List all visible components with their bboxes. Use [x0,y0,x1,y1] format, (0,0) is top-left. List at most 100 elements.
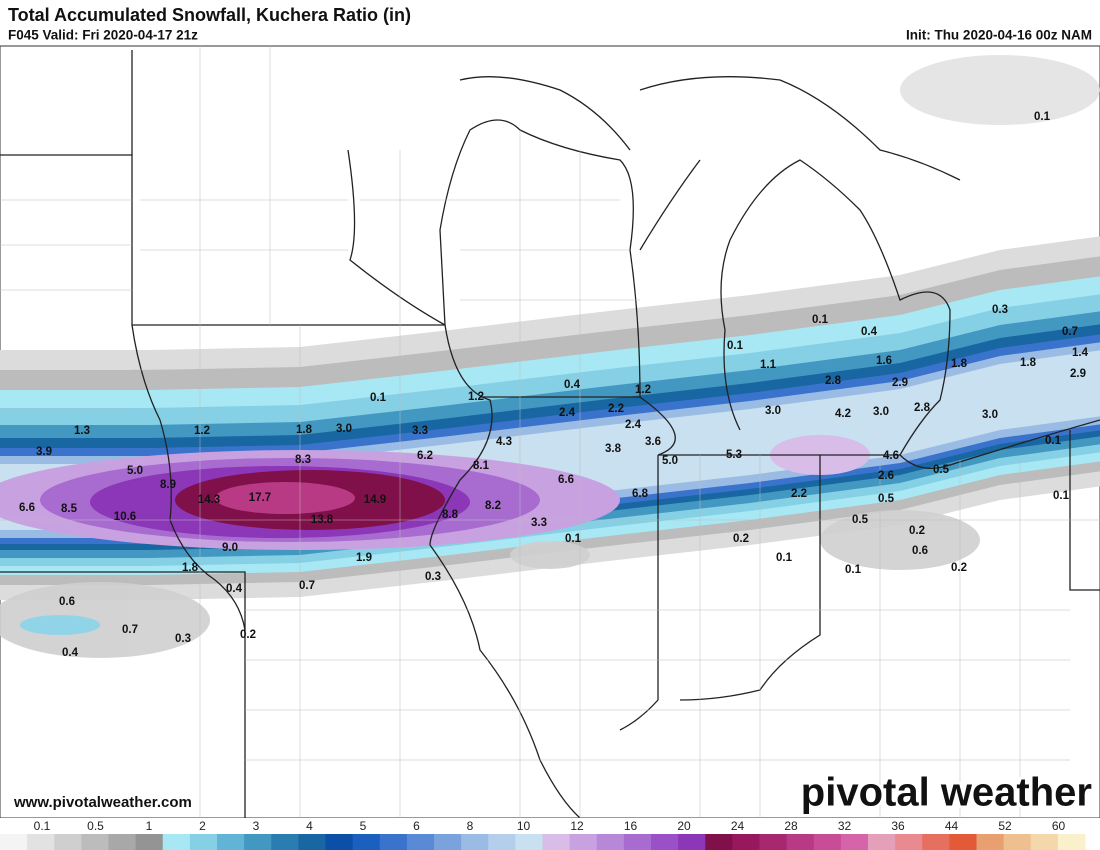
point-value: 1.8 [1020,357,1037,369]
point-value: 3.8 [605,443,622,455]
point-value: 0.7 [299,580,315,592]
point-value: 2.8 [825,375,842,387]
point-value: 3.3 [531,517,547,529]
colorbar-label: 5 [360,819,367,833]
county-grid [0,46,1100,818]
color-swatch [542,834,571,850]
point-value: 0.4 [564,379,581,391]
color-swatch [406,834,435,850]
point-value: 14.3 [198,494,220,506]
point-value: 9.0 [222,542,238,554]
color-swatch [298,834,326,850]
point-value: 0.1 [1045,435,1062,447]
color-swatch [244,834,272,850]
point-value: 13.8 [311,514,334,526]
point-value: 2.4 [625,419,642,431]
point-value: 5.0 [127,465,143,477]
color-swatch [0,834,28,850]
point-value: 2.2 [791,488,807,500]
point-values: 0.1 0.3 0.1 0.4 0.7 0.1 1.6 1.8 1.8 1.4 1.1 2.9 0.4 1… [19,111,1089,659]
patch [900,55,1100,125]
color-swatch [515,834,543,850]
colorbar-label: 20 [677,819,691,833]
color-swatch [840,834,869,850]
point-value: 0.4 [62,647,79,659]
color-swatch [976,834,1005,850]
color-swatch [189,834,218,850]
point-value: 0.4 [226,583,243,595]
color-swatch [379,834,408,850]
color-swatch [271,834,299,850]
border [639,159,951,456]
colorbar-label: 1 [146,819,153,833]
point-value: 5.0 [662,455,678,467]
colorbar-label: 2 [199,819,206,833]
point-value: 3.0 [982,409,998,421]
point-value: 1.9 [356,552,372,564]
point-value: 4.6 [883,450,899,462]
patch [0,582,210,658]
point-value: 4.3 [496,436,512,448]
watermark: www.pivotalweather.com [13,794,192,811]
colorbar-label: 32 [838,819,852,833]
point-value: 0.3 [425,571,441,583]
point-value: 0.6 [912,545,928,557]
logo: pivotal weather [801,771,1092,815]
point-value: 0.5 [852,514,869,526]
color-swatch [108,834,137,850]
point-value: 1.3 [74,425,90,437]
colorbar-label: 3 [253,819,260,833]
point-value: 3.6 [645,436,661,448]
point-value: 2.6 [878,470,894,482]
color-swatch [81,834,109,850]
colorbar-label: 36 [891,819,905,833]
patch [510,541,590,569]
point-value: 0.1 [812,314,829,326]
color-swatch [813,834,842,850]
border [0,154,445,326]
point-value: 6.6 [19,502,35,514]
point-value: 0.1 [1034,111,1051,123]
colorbar: 0.1 0.5 1 2 3 4 5 6 8 10 12 16 20 24 28 32 36 44 52 60 [0,818,1100,850]
point-value: 14.9 [364,494,386,506]
point-value: 3.9 [36,446,52,458]
color-swatch [217,834,245,850]
colorbar-label: 44 [945,819,959,833]
border [1069,430,1100,591]
point-value: 3.3 [412,425,428,437]
point-value: 3.0 [336,423,352,435]
map-area: 0.1 0.3 0.1 0.4 0.7 0.1 1.6 1.8 1.8 1.4 1.1 2.9 0.4 1… [0,45,1100,819]
point-value: 8.9 [160,479,176,491]
color-swatch [732,834,760,850]
point-value: 1.6 [876,355,892,367]
color-swatch [569,834,598,850]
point-value: 0.6 [59,596,75,608]
init-time: Init: Thu 2020-04-16 00z NAM [906,28,1092,43]
point-value: 0.2 [951,562,967,574]
color-swatch [651,834,679,850]
color-swatch [759,834,788,850]
colorbar-label: 10 [517,819,531,833]
point-value: 8.8 [442,509,459,521]
grey-patches [0,55,1100,658]
point-value: 0.2 [733,533,749,545]
point-value: 8.2 [485,500,501,512]
point-value: 2.8 [914,402,931,414]
patch [820,510,980,570]
color-swatch [1057,834,1086,850]
color-swatch [786,834,815,850]
point-value: 0.7 [122,624,138,636]
colorbar-label: 6 [413,819,420,833]
point-value: 1.4 [1072,347,1089,359]
point-value: 8.1 [473,460,490,472]
colorbar-label: 0.1 [34,819,51,833]
point-value: 0.3 [175,633,191,645]
point-value: 0.5 [933,464,950,476]
color-swatch [352,834,381,850]
point-value: 0.7 [1062,326,1078,338]
point-value: 2.9 [1070,368,1086,380]
color-swatch [868,834,896,850]
point-value: 0.1 [727,340,744,352]
valid-time: F045 Valid: Fri 2020-04-17 21z [8,28,198,43]
